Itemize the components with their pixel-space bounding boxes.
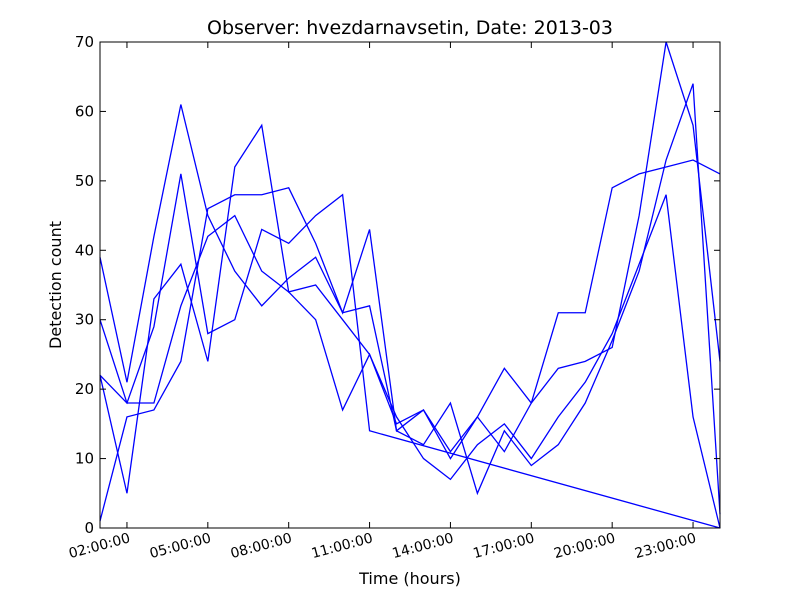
y-tick-label: 0 <box>84 519 94 537</box>
chart-title: Observer: hvezdarnavsetin, Date: 2013-03 <box>207 17 613 39</box>
x-tick-label: 02:00:00 <box>67 530 132 562</box>
series-line-5 <box>99 173 721 529</box>
y-tick-label: 70 <box>75 33 94 51</box>
series-line-1 <box>99 104 721 453</box>
y-tick-label: 40 <box>75 241 94 259</box>
x-tick-label: 20:00:00 <box>552 530 617 562</box>
y-axis-label: Detection count <box>46 221 65 349</box>
series-layer <box>99 41 721 529</box>
x-tick-label: 23:00:00 <box>633 530 698 562</box>
series-line-3 <box>99 41 721 460</box>
x-tick-label: 08:00:00 <box>229 530 294 562</box>
y-tick-label: 20 <box>75 380 94 398</box>
x-tick-label: 17:00:00 <box>471 530 536 562</box>
y-tick-label: 60 <box>75 102 94 120</box>
y-tick-label: 50 <box>75 172 94 190</box>
y-tick-label: 30 <box>75 311 94 329</box>
x-axis-label: Time (hours) <box>358 569 461 588</box>
x-tick-label: 14:00:00 <box>391 530 456 562</box>
plot-frame <box>99 41 721 529</box>
y-tick-label: 10 <box>75 450 94 468</box>
series-line-4 <box>99 83 721 522</box>
series-line-2 <box>99 123 721 529</box>
x-tick-label: 11:00:00 <box>310 530 375 562</box>
x-tick-label: 05:00:00 <box>148 530 213 562</box>
